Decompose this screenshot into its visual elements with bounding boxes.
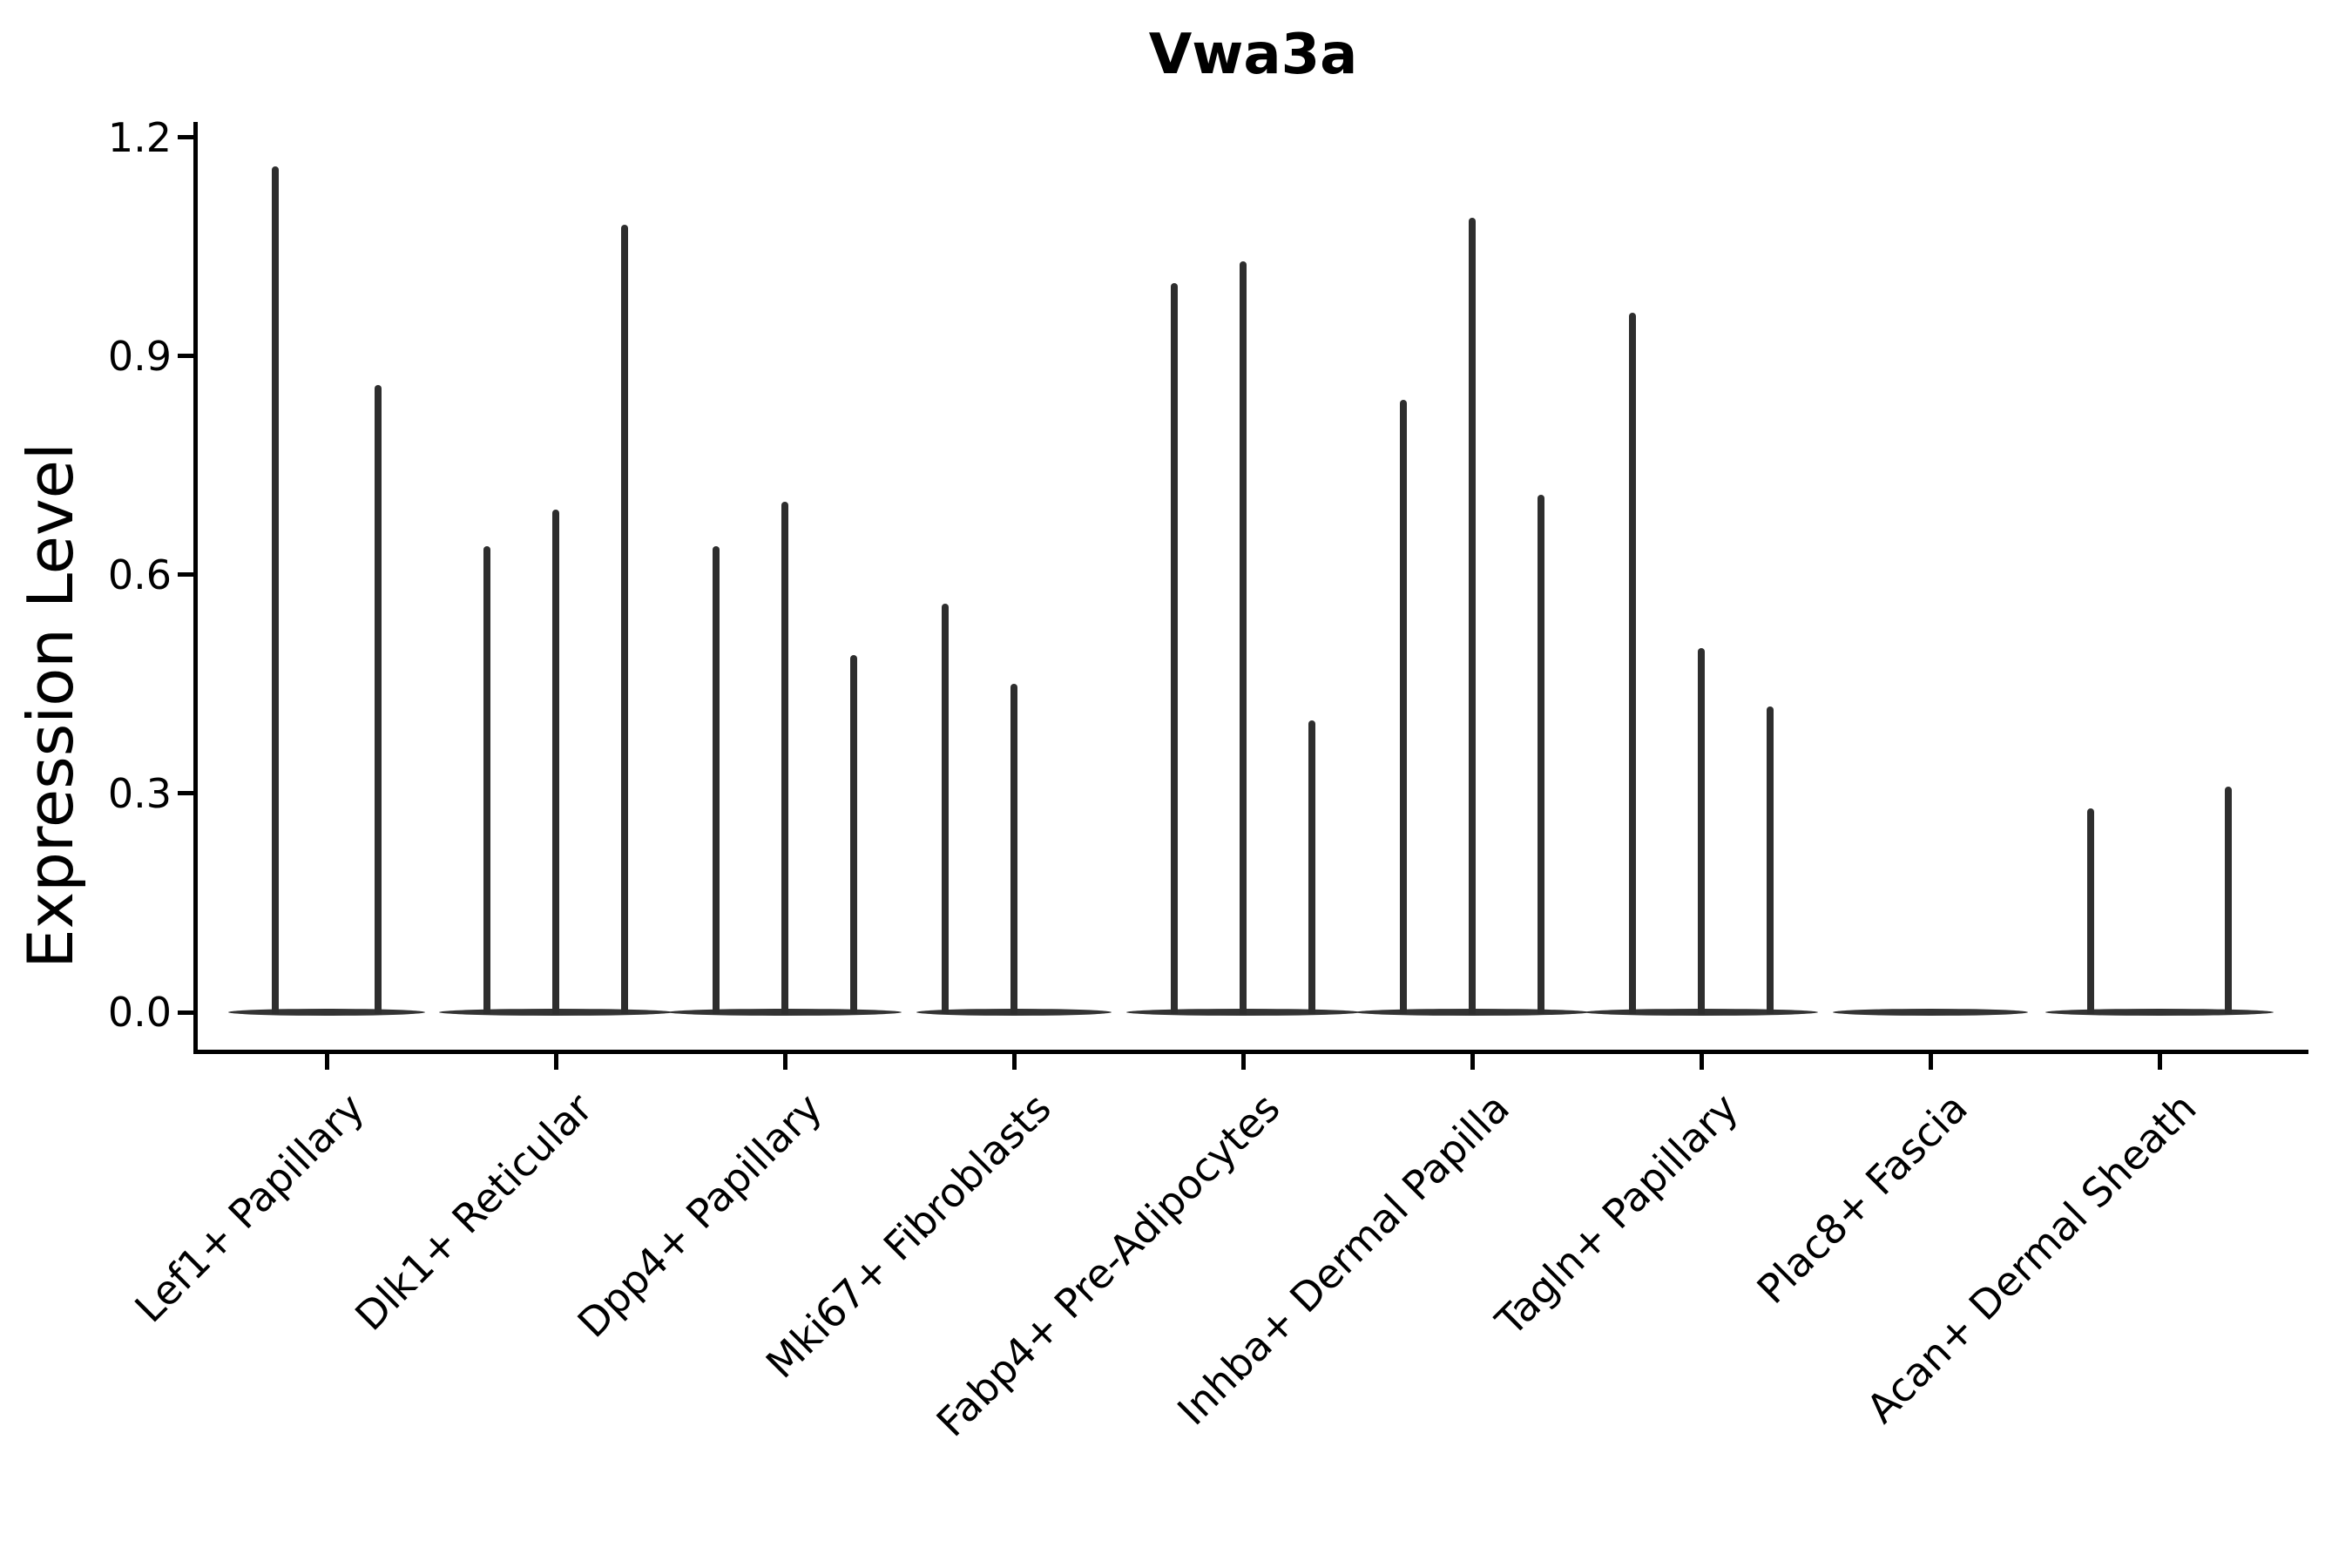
violin-spike [1010, 684, 1017, 1014]
y-tick-mark [178, 572, 193, 578]
violin-spike [483, 545, 490, 1014]
x-tick-label: Tagln+ Papillary [1486, 1084, 1747, 1345]
y-tick-label: 0.6 [107, 551, 172, 598]
violin-spike [1469, 217, 1476, 1014]
violin-spike [942, 604, 949, 1014]
x-tick-mark [324, 1054, 329, 1070]
x-tick-mark [1240, 1054, 1246, 1070]
violin-spike [375, 385, 382, 1014]
y-tick-mark [178, 1010, 193, 1015]
y-tick-mark [178, 135, 193, 140]
violin-spike [1400, 400, 1407, 1014]
y-axis-spine [193, 122, 198, 1054]
violin-spike [1171, 283, 1178, 1014]
x-tick-mark [2157, 1054, 2162, 1070]
violin-baseline [1833, 1009, 2028, 1016]
violin-spike [1767, 706, 1774, 1014]
x-tick-label: Dlk1+ Reticular [346, 1084, 602, 1340]
y-tick-label: 1.2 [107, 113, 172, 161]
violin-spike [1308, 720, 1315, 1014]
y-axis-label: Expression Level [14, 443, 87, 969]
y-tick-mark [178, 791, 193, 796]
y-tick-label: 0.9 [107, 332, 172, 380]
x-tick-mark [1470, 1054, 1475, 1070]
x-tick-mark [1928, 1054, 1933, 1070]
y-tick-label: 0.3 [107, 769, 172, 817]
y-tick-label: 0.0 [107, 989, 172, 1036]
x-axis-spine [193, 1050, 2308, 1054]
violin-spike [1629, 312, 1636, 1014]
x-tick-label: Dpp4+ Papillary [568, 1084, 831, 1347]
x-tick-mark [782, 1054, 787, 1070]
violin-baseline [2045, 1009, 2274, 1016]
violin-spike [552, 509, 559, 1014]
violin-spike [1240, 261, 1247, 1014]
violin-baseline [228, 1009, 425, 1016]
violin-spike [2087, 808, 2094, 1014]
violin-spike [621, 225, 628, 1014]
x-tick-mark [1011, 1054, 1017, 1070]
chart-title: Vwa3a [1148, 23, 1358, 87]
violin-spike [850, 655, 857, 1014]
y-tick-mark [178, 354, 193, 359]
x-tick-mark [1699, 1054, 1704, 1070]
violin-spike [2225, 786, 2232, 1014]
violin-spike [272, 166, 279, 1014]
violin-spike [713, 545, 720, 1014]
x-tick-label: Lef1+ Papillary [125, 1084, 373, 1332]
violin-spike [1698, 647, 1705, 1014]
x-tick-mark [553, 1054, 558, 1070]
violin-spike [781, 502, 788, 1014]
violin-spike [1538, 494, 1544, 1014]
x-tick-label: Plac8+ Fascia [1747, 1084, 1977, 1313]
